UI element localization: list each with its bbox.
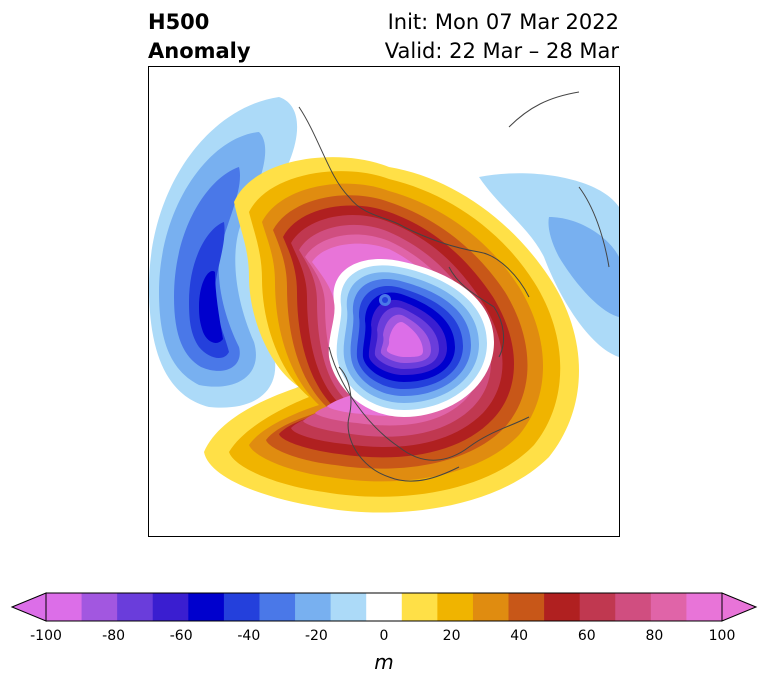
colorbar-tick-label: -40 — [237, 628, 261, 644]
title-field: Anomaly — [148, 39, 251, 63]
colorbar-segment — [401, 593, 438, 621]
colorbar-tick-label: 100 — [708, 628, 736, 644]
colorbar-tick-label: 20 — [442, 628, 461, 644]
colorbar-extend-high — [721, 592, 758, 622]
anomaly-map-svg — [149, 91, 619, 513]
colorbar-segment — [330, 593, 367, 621]
coastlines — [298, 91, 610, 482]
colorbar-segment — [188, 593, 225, 621]
colorbar-segment — [686, 593, 723, 621]
colorbar-tick-label: 80 — [645, 628, 664, 644]
colorbar-segment — [544, 593, 581, 621]
colorbar-segment — [152, 593, 189, 621]
title-variable: H500 — [148, 10, 210, 34]
colorbar-segment — [117, 593, 154, 621]
colorbar-tick-label: 0 — [379, 628, 389, 644]
east-asia-weak-negative — [479, 173, 619, 357]
colorbar-tick-label: -20 — [304, 628, 328, 644]
title-init-date: Init: Mon 07 Mar 2022 — [387, 10, 619, 34]
colorbar-tick-label: 40 — [510, 628, 529, 644]
colorbar-segment — [472, 593, 510, 621]
colorbar-segment — [81, 593, 118, 621]
colorbar-segment — [579, 593, 616, 621]
map-title-left: H500 Anomaly — [148, 8, 251, 66]
arctic-negative-anomaly — [328, 258, 494, 417]
colorbar-extend-low — [10, 592, 47, 622]
colorbar-tick-label: -100 — [30, 628, 62, 644]
colorbar-segment — [223, 593, 260, 621]
colorbar-segment — [650, 593, 687, 621]
colorbar-segment — [508, 593, 545, 621]
colorbar-unit-label: m — [374, 650, 394, 674]
colorbar-segment — [259, 593, 296, 621]
colorbar-segment — [366, 593, 403, 621]
colorbar-tick-label: -80 — [102, 628, 126, 644]
map-title-right: Init: Mon 07 Mar 2022 Valid: 22 Mar – 28… — [385, 8, 619, 66]
colorbar-tick-label: -60 — [169, 628, 193, 644]
colorbar-segment — [295, 593, 332, 621]
colorbar-tick-label: 60 — [577, 628, 596, 644]
colorbar-segment — [615, 593, 652, 621]
colorbar-segment — [437, 593, 474, 621]
colorbar — [10, 592, 758, 622]
anomaly-map — [148, 66, 620, 537]
colorbar-segment — [46, 593, 83, 621]
title-valid-period: Valid: 22 Mar – 28 Mar — [384, 39, 619, 63]
